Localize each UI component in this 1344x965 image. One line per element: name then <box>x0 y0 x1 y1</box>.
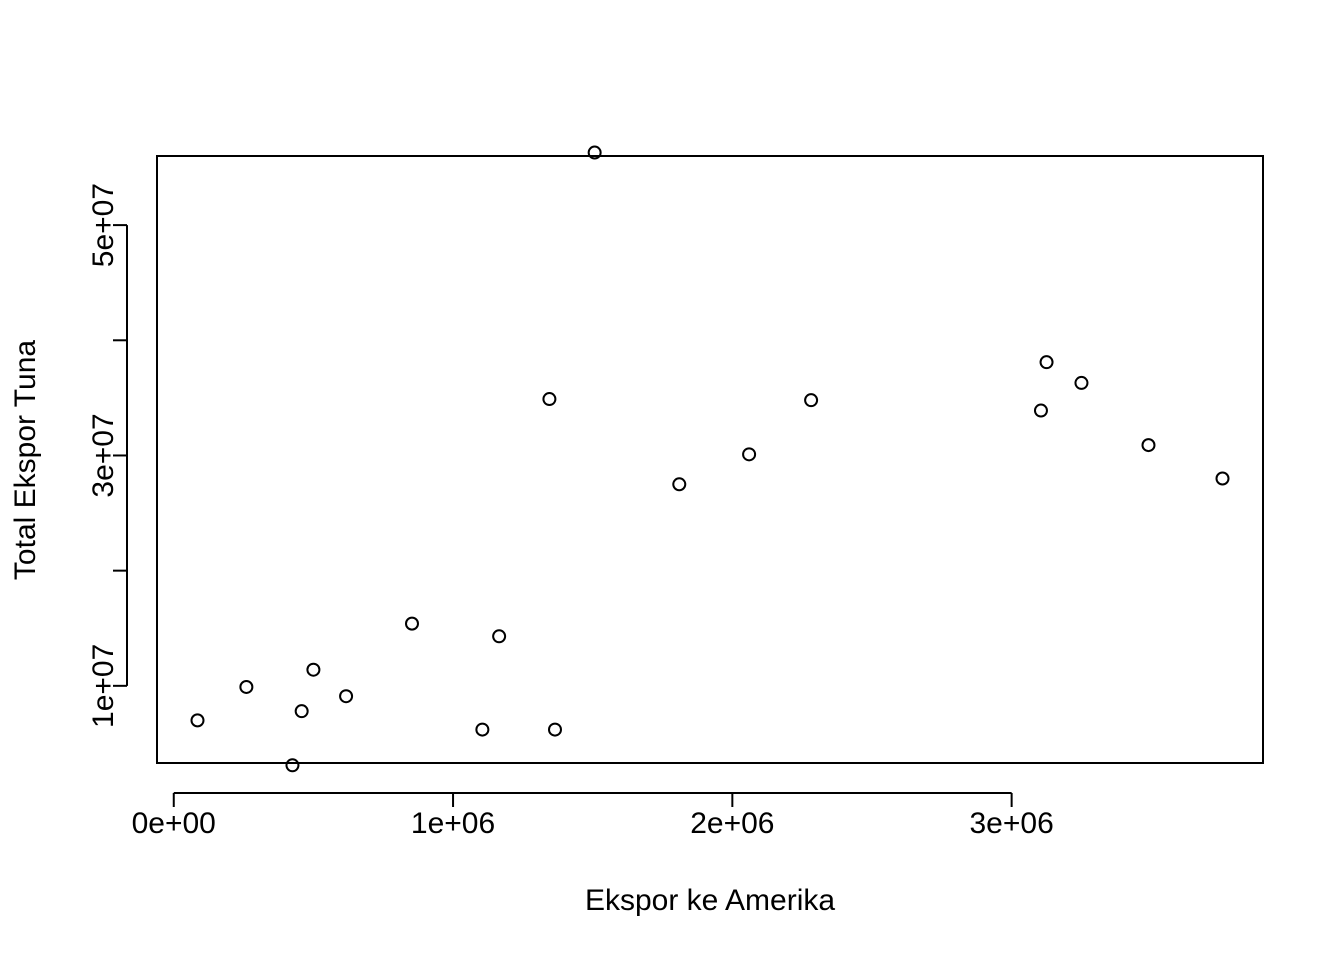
x-axis: 0e+00 1e+06 2e+06 3e+06 <box>132 792 1054 840</box>
data-point <box>492 629 507 644</box>
x-tick-label: 0e+00 <box>132 807 216 840</box>
data-point <box>339 689 354 704</box>
x-tick-label: 3e+06 <box>970 807 1054 840</box>
data-point <box>239 679 254 694</box>
x-ticks: 0e+00 1e+06 2e+06 3e+06 <box>132 793 1054 840</box>
x-tick-label: 2e+06 <box>690 807 774 840</box>
y-tick-label: 5e+07 <box>87 183 120 267</box>
y-tick-label: 3e+07 <box>87 413 120 497</box>
data-point <box>294 704 309 719</box>
data-point <box>672 477 687 492</box>
data-point <box>475 722 490 737</box>
x-axis-title: Ekspor ke Amerika <box>585 884 835 917</box>
y-ticks: 1e+07 3e+07 5e+07 <box>87 183 127 728</box>
plot-frame <box>156 155 1264 764</box>
data-point <box>587 145 602 160</box>
data-point <box>1033 403 1048 418</box>
data-point <box>804 393 819 408</box>
data-point <box>742 447 757 462</box>
data-point <box>285 758 300 773</box>
data-point <box>547 722 562 737</box>
data-point <box>542 392 557 407</box>
y-axis-title: Total Ekspor Tuna <box>9 340 42 580</box>
data-point <box>190 713 205 728</box>
y-tick-label: 1e+07 <box>87 644 120 728</box>
data-points <box>190 145 1230 773</box>
data-point <box>1039 355 1054 370</box>
data-point <box>306 662 321 677</box>
x-tick-label: 1e+06 <box>411 807 495 840</box>
data-point <box>1074 375 1089 390</box>
data-point <box>1215 471 1230 486</box>
data-point <box>1141 438 1156 453</box>
y-axis: 1e+07 3e+07 5e+07 <box>87 183 128 728</box>
data-point <box>404 616 419 631</box>
